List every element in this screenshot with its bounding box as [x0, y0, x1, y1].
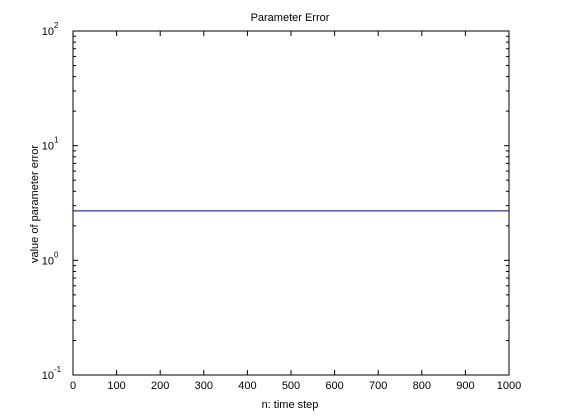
x-tick-label: 700	[369, 380, 387, 392]
y-tick-label: 10	[42, 26, 54, 38]
y-tick-exponent: 0	[54, 250, 59, 259]
plot-area: 0 100 200 300 400 500 600 700 800 900 1000 10-1100…	[42, 21, 521, 392]
x-tick-label: 400	[238, 380, 256, 392]
y-tick-exponent: 2	[54, 21, 59, 30]
y-tick-label: 10	[42, 370, 54, 382]
y-axis-label: value of parameter error	[29, 145, 41, 263]
x-axis-label: n: time step	[262, 399, 319, 411]
y-tick-label: 10	[42, 255, 54, 267]
chart-title: Parameter Error	[251, 12, 330, 24]
x-tick-label: 0	[70, 380, 76, 392]
x-tick-label: 600	[325, 380, 343, 392]
x-tick-label: 500	[282, 380, 300, 392]
x-tick-label: 900	[456, 380, 474, 392]
y-tick-label: 10	[42, 141, 54, 153]
minor-ticks	[73, 35, 509, 341]
axes-box	[72, 30, 510, 376]
x-tick-label: 300	[195, 380, 213, 392]
x-tick-label: 800	[413, 380, 431, 392]
y-tick-exponent: -1	[54, 365, 62, 374]
x-tick-label: 200	[151, 380, 169, 392]
x-tick-label: 100	[107, 380, 125, 392]
y-tick-exponent: 1	[54, 136, 59, 145]
x-tick-label: 1000	[497, 380, 521, 392]
x-axis-ticks: 0 100 200 300 400 500 600 700 800 900 1000	[70, 31, 521, 392]
